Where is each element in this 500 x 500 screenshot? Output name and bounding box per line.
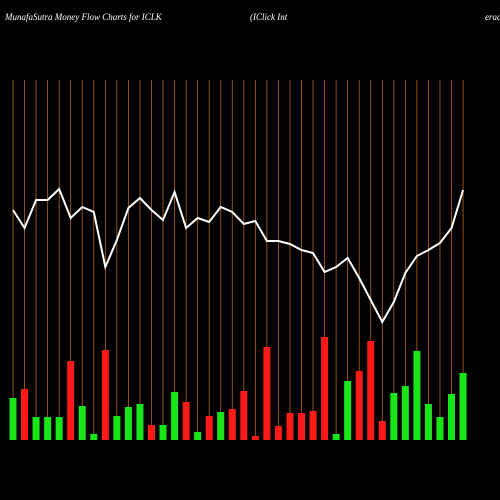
bar <box>448 394 456 440</box>
bar <box>390 393 398 440</box>
bar <box>44 417 52 440</box>
bar <box>32 417 40 440</box>
bar <box>309 411 317 440</box>
bar <box>136 404 144 440</box>
bar <box>217 412 225 440</box>
chart-subtitle-cut: erac <box>485 12 500 22</box>
bar <box>9 398 17 440</box>
bar <box>332 434 340 440</box>
bar <box>274 426 282 440</box>
bar <box>436 417 444 440</box>
chart-subtitle: (IClick Int <box>250 12 288 22</box>
bar <box>251 436 259 440</box>
bar <box>228 409 236 440</box>
bar <box>171 392 179 440</box>
bar <box>344 381 352 440</box>
bar <box>298 413 305 440</box>
bar <box>413 351 421 440</box>
bar <box>378 421 386 440</box>
bar <box>21 389 29 440</box>
bar <box>194 432 202 440</box>
money-flow-line <box>12 187 465 325</box>
bar <box>240 391 248 440</box>
bar <box>401 386 409 440</box>
bar <box>321 337 329 440</box>
bar <box>286 413 294 440</box>
bar <box>205 416 213 440</box>
bar <box>101 350 109 440</box>
chart-title: MunafaSutra Money Flow Charts for ICLK <box>4 12 163 22</box>
bar <box>367 341 375 440</box>
bar <box>159 425 167 440</box>
bar <box>424 404 432 440</box>
bar <box>459 373 467 440</box>
bar <box>67 361 75 440</box>
bar <box>147 425 155 440</box>
bar <box>55 417 63 440</box>
bar <box>263 347 271 440</box>
bar <box>355 371 363 440</box>
bar <box>90 434 98 440</box>
bar <box>78 406 86 440</box>
bar <box>124 407 132 440</box>
bar <box>113 416 121 440</box>
bar <box>182 402 190 440</box>
